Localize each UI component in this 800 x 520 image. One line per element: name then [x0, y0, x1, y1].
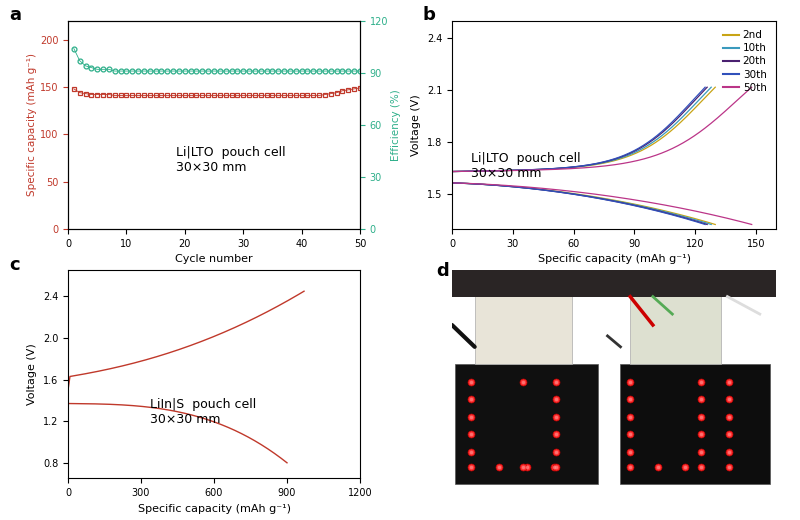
FancyBboxPatch shape — [621, 365, 770, 485]
X-axis label: Specific capacity (mAh g⁻¹): Specific capacity (mAh g⁻¹) — [138, 504, 290, 514]
Text: Li|LTO  pouch cell
30×30 mm: Li|LTO pouch cell 30×30 mm — [176, 146, 286, 174]
Text: a: a — [10, 6, 22, 24]
Y-axis label: Voltage (V): Voltage (V) — [411, 94, 422, 155]
Legend: 2nd, 10th, 20th, 30th, 50th: 2nd, 10th, 20th, 30th, 50th — [718, 26, 770, 97]
Y-axis label: Voltage (V): Voltage (V) — [27, 344, 38, 405]
Text: Li|LTO  pouch cell
30×30 mm: Li|LTO pouch cell 30×30 mm — [471, 152, 581, 180]
Text: LiIn|S  pouch cell
30×30 mm: LiIn|S pouch cell 30×30 mm — [150, 398, 256, 426]
FancyBboxPatch shape — [452, 270, 776, 296]
Text: b: b — [423, 6, 436, 24]
X-axis label: Specific capacity (mAh g⁻¹): Specific capacity (mAh g⁻¹) — [538, 254, 690, 264]
FancyBboxPatch shape — [630, 288, 721, 365]
FancyBboxPatch shape — [474, 288, 572, 365]
Y-axis label: Specific capacity (mAh g⁻¹): Specific capacity (mAh g⁻¹) — [27, 53, 37, 196]
Text: c: c — [10, 256, 20, 274]
X-axis label: Cycle number: Cycle number — [175, 254, 253, 264]
FancyBboxPatch shape — [455, 365, 598, 485]
Y-axis label: Efficiency (%): Efficiency (%) — [391, 89, 401, 161]
Text: d: d — [436, 262, 449, 280]
